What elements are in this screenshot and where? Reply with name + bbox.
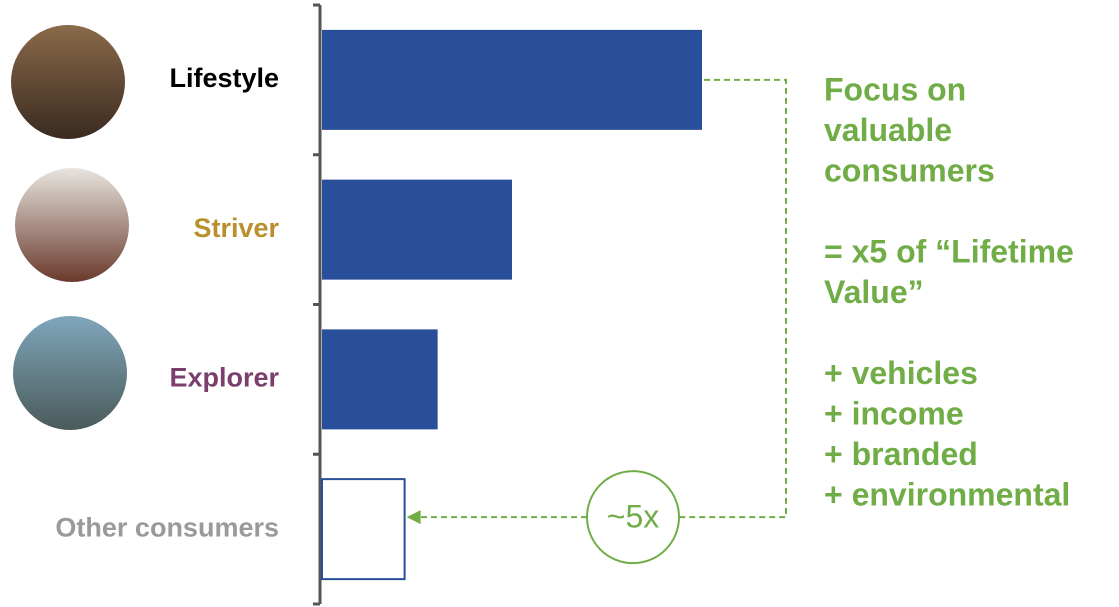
annotation: ~5x [607,499,659,535]
bar [322,179,512,280]
connector-line [679,78,787,519]
bar [322,329,438,430]
side-note-multiplier: = x5 of “Lifetime [824,233,1074,269]
category-label: Other consumers [55,512,279,542]
category-label: Striver [193,213,279,243]
bar [321,478,406,581]
side-note-bullet: + income [824,395,964,431]
side-note-multiplier: Value” [824,274,924,310]
avatar-photo [15,168,129,282]
annotation-circle [586,470,680,565]
side-note-bullet: + environmental [824,476,1070,512]
arrow-head [406,510,421,525]
side-note-bullet: + vehicles [824,355,978,391]
avatar-photo [11,25,125,139]
side-note-heading: consumers [824,152,995,188]
side-note-heading: Focus on [824,71,966,107]
side-note-bullet: + branded [824,436,978,472]
category-label: Explorer [169,363,279,393]
avatar-photo [13,316,127,430]
category-label: Lifestyle [169,63,279,93]
bar [322,29,702,130]
side-note-heading: valuable [824,112,952,148]
